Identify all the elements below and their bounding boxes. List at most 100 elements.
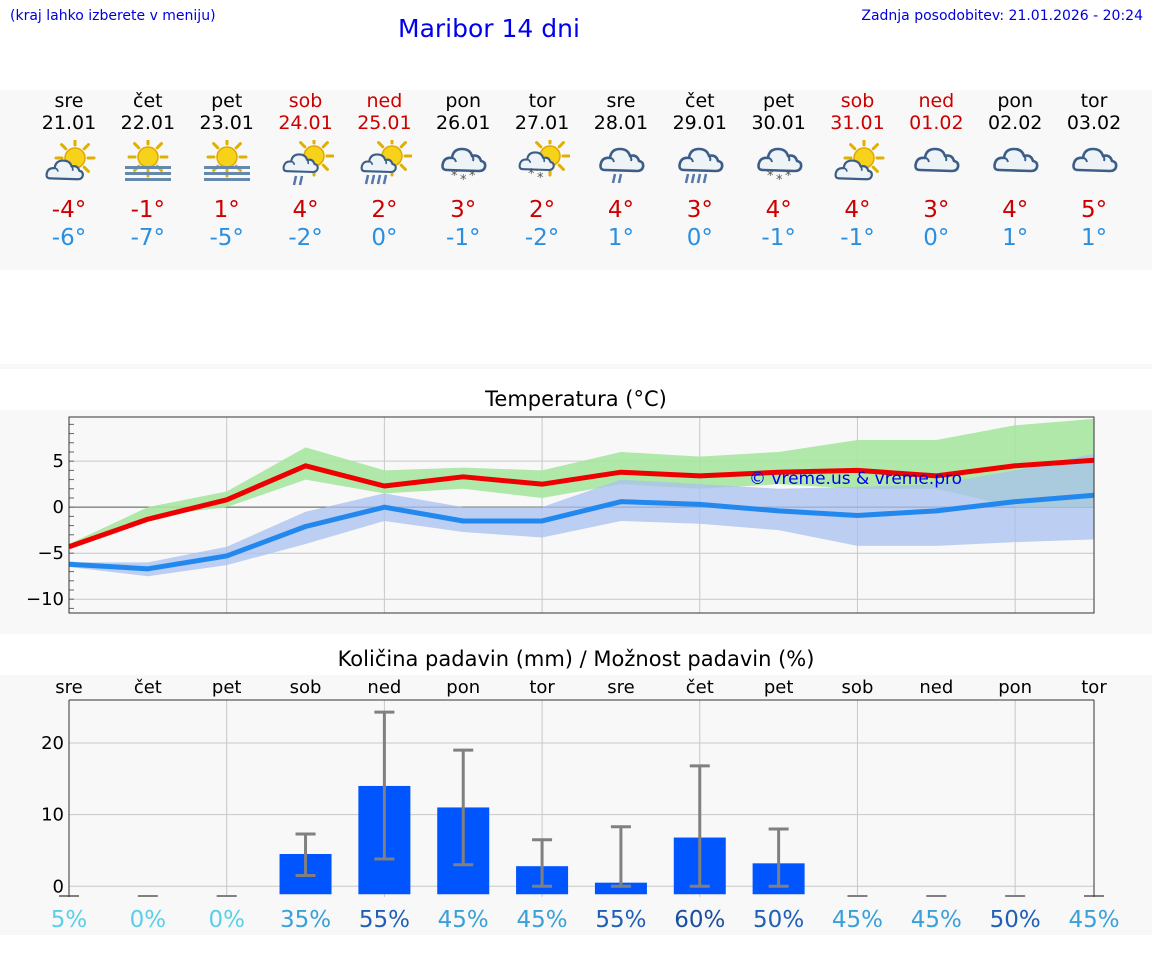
day-max-temp: -4° — [51, 197, 87, 223]
precip-probability-label: 45% — [832, 907, 883, 933]
precip-probability-label: 45% — [517, 907, 568, 933]
precip-day-label: tor — [529, 677, 555, 698]
day-min-temp: 1° — [1080, 225, 1108, 251]
last-update: Zadnja posodobitev: 21.01.2026 - 20:24 — [861, 8, 1143, 24]
day-max-temp: 4° — [1002, 197, 1029, 223]
day-max-temp: 4° — [292, 197, 319, 223]
day-max-temp: 4° — [844, 197, 871, 223]
svg-text:*: * — [469, 169, 476, 184]
day-name: sob — [288, 90, 323, 112]
day-date: 24.01 — [278, 112, 333, 134]
separator-band — [0, 364, 1152, 369]
precip-day-label: ned — [367, 677, 401, 698]
day-date: 28.01 — [593, 112, 649, 134]
svg-text:*: * — [460, 173, 467, 188]
day-max-temp: 3° — [450, 197, 477, 223]
day-date: 25.01 — [357, 112, 412, 134]
day-min-temp: 1° — [607, 225, 634, 251]
cloud-snow-icon: * * * — [756, 147, 803, 188]
day-date: 31.01 — [830, 112, 885, 134]
day-column: pet 30.01 * * * 4° -1° — [739, 90, 819, 252]
cloud-rain-icon — [678, 147, 724, 184]
day-min-temp: -1° — [446, 225, 481, 251]
day-max-temp: 4° — [765, 197, 792, 223]
svg-text:*: * — [451, 169, 458, 184]
precip-day-label: pon — [446, 677, 480, 698]
day-min-temp: -1° — [761, 225, 796, 251]
plot-frame — [68, 416, 1095, 614]
precip-plot-area — [69, 700, 1094, 897]
day-name: sob — [840, 90, 875, 112]
day-date: 26.01 — [436, 112, 491, 134]
max-temp-line — [68, 457, 1095, 550]
day-date: 27.01 — [514, 112, 570, 134]
y-tick-label: 5 — [53, 451, 64, 472]
day-min-temp: -1° — [840, 225, 875, 251]
day-min-temp: -6° — [51, 225, 87, 251]
location-hint: (kraj lahko izberete v meniju) — [10, 8, 216, 24]
precip-probability-label: 55% — [359, 907, 410, 933]
day-column: sob 24.01 4° -2° — [266, 90, 346, 252]
sun-fog-icon — [203, 140, 250, 181]
day-column: tor 27.01 * * 2° -2° — [502, 90, 582, 252]
day-min-temp: -2° — [524, 225, 560, 251]
precip-day-label: sob — [290, 677, 322, 698]
y-tick-label: 0 — [53, 497, 64, 518]
sun-partly-cloudy-icon — [45, 140, 96, 181]
svg-text:*: * — [776, 173, 783, 188]
y-tick-label: 10 — [41, 805, 64, 826]
day-max-temp: 1° — [213, 197, 240, 223]
day-max-temp: 4° — [607, 197, 634, 223]
precip-probability-label: 5% — [51, 907, 88, 933]
day-date: 30.01 — [751, 112, 806, 134]
sun-cloud-light-rain-icon — [282, 140, 334, 186]
day-column: sre 28.01 4° 1° — [581, 90, 661, 252]
precip-probability-label: 35% — [280, 907, 331, 933]
day-max-temp: 3° — [923, 197, 950, 223]
cloud-snow-icon: * * * — [441, 147, 487, 188]
y-tick-label: 20 — [41, 733, 64, 754]
day-column: ned 25.01 2° 0° — [344, 90, 424, 252]
page-title: Maribor 14 dni — [398, 14, 580, 43]
precip-day-label: sob — [842, 677, 874, 698]
day-min-temp: 0° — [923, 225, 950, 251]
forecast-strip-background — [0, 90, 1152, 270]
precip-probability-label: 45% — [1068, 907, 1119, 933]
day-max-temp: 3° — [686, 197, 713, 223]
cloudy-icon — [914, 147, 960, 173]
cloudy-icon — [993, 147, 1039, 173]
cloudy-icon — [1072, 147, 1118, 173]
sun-cloud-snow-icon: * * — [518, 140, 571, 186]
sun-fog-icon — [124, 140, 171, 181]
day-name: tor — [1080, 90, 1108, 112]
precipitation-chart-title: Količina padavin (mm) / Možnost padavin … — [337, 647, 815, 671]
min-temp-line — [68, 492, 1095, 572]
day-column: sre 21.01 -4° -6° — [29, 90, 109, 252]
day-column: ned 01.02 3° 0° — [896, 90, 976, 252]
max-temp-range-band — [69, 418, 1094, 549]
sun-partly-cloudy-icon — [833, 140, 884, 181]
day-min-temp: 0° — [371, 225, 398, 251]
day-column: čet 22.01 -1° -7° — [108, 90, 188, 252]
day-min-temp: -7° — [130, 225, 166, 251]
day-date: 03.02 — [1066, 112, 1122, 134]
svg-text:*: * — [767, 169, 774, 184]
precip-probability-label: 45% — [438, 907, 489, 933]
y-tick-label: 0 — [53, 876, 64, 897]
day-name: pet — [763, 90, 795, 112]
day-column: tor 03.02 5° 1° — [1054, 90, 1134, 252]
day-name: sre — [606, 90, 636, 112]
day-name: čet — [685, 90, 715, 112]
precip-day-label: čet — [134, 677, 162, 698]
day-min-temp: -2° — [288, 225, 323, 251]
day-max-temp: 2° — [529, 197, 556, 223]
day-column: čet 29.01 3° 0° — [660, 90, 740, 252]
svg-text:*: * — [528, 167, 535, 182]
watermark: © vreme.us & vreme.pro — [749, 469, 962, 489]
min-temp-range-band — [69, 453, 1094, 577]
day-date: 29.01 — [672, 112, 727, 134]
day-date: 22.01 — [120, 112, 176, 134]
day-name: ned — [918, 90, 955, 112]
precip-probability-label: 45% — [911, 907, 962, 933]
